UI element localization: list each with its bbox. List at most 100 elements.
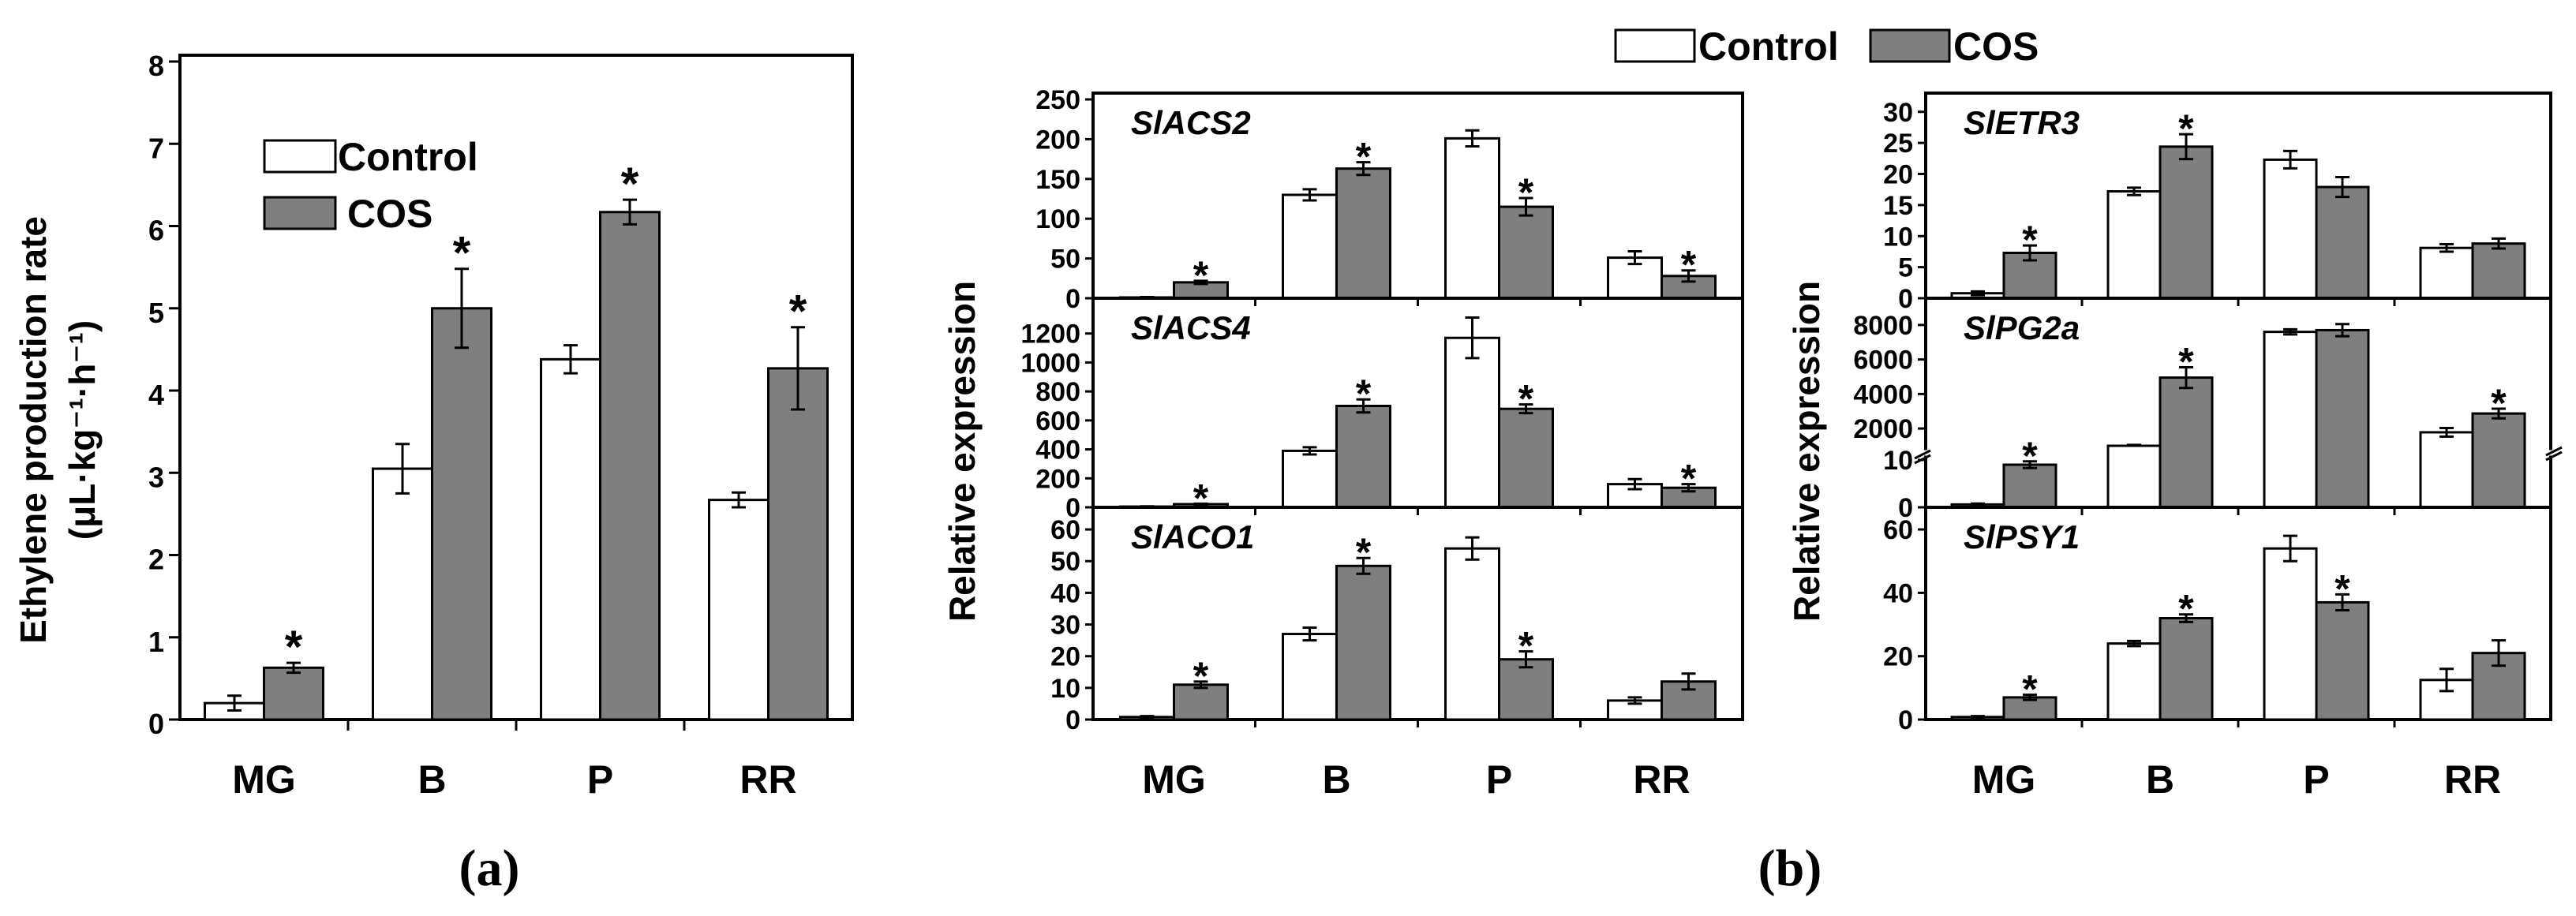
bar-pg2a-control-rr — [2419, 431, 2474, 509]
y-tick-label-aco1: 20 — [1050, 642, 1080, 672]
bar-aco1-control-b — [1282, 633, 1338, 721]
x-category-label-psy1: MG — [1972, 757, 2036, 802]
y-tick-label-acs2: 50 — [1050, 245, 1080, 275]
significance-marker-psy1: * — [2334, 566, 2350, 611]
panel-a-ethylene-production: 0 1 2 3 4 5 6 7 8 * MG * B * P * RR Control COS — [148, 50, 854, 802]
bar-psy1-control-p — [2263, 547, 2318, 721]
bar-a-control-b — [372, 467, 433, 721]
bar-acs4-control-p — [1444, 336, 1500, 509]
significance-marker-psy1: * — [2022, 667, 2038, 712]
bar-acs2-cos-b — [1335, 167, 1391, 300]
bar-acs4-control-rr — [1607, 483, 1663, 509]
significance-marker-a: * — [621, 159, 639, 210]
legend-label-cos: COS — [347, 192, 432, 236]
y-tick-label-a: 8 — [148, 50, 164, 82]
y-tick-label-psy1: 40 — [1883, 578, 1913, 608]
significance-marker-pg2a: * — [2178, 339, 2194, 383]
legend-label-control: Control — [338, 135, 478, 179]
x-category-label-aco1: RR — [1633, 757, 1690, 802]
panel-a-label: (a) — [459, 839, 520, 897]
x-category-label-a: MG — [232, 757, 296, 802]
y-tick-label-acs4: 600 — [1035, 406, 1080, 436]
bar-pg2a-control-b — [2106, 444, 2162, 509]
bar-acs2-cos-p — [1498, 205, 1554, 300]
axis-break-mark-right — [2545, 446, 2563, 457]
bar-aco1-cos-b — [1335, 564, 1391, 721]
legend-swatch-control — [1614, 28, 1696, 63]
x-category-label-psy1: P — [2303, 757, 2329, 802]
significance-marker-a: * — [285, 622, 303, 673]
bar-psy1-cos-p — [2315, 600, 2370, 721]
bar-etr3-control-rr — [2419, 246, 2474, 300]
y-tick-label-pg2a: 4000 — [1853, 379, 1913, 409]
y-tick-label-acs4: 1200 — [1020, 320, 1080, 350]
y-tick-label-acs2: 150 — [1035, 165, 1080, 195]
y-tick-label-a: 1 — [148, 626, 164, 658]
chart-acs2: 0 50 100 150 200 250 * * * * SlACS2 — [1035, 85, 1744, 314]
legend-label-control: Control — [1698, 24, 1839, 69]
significance-marker-pg2a: * — [2491, 381, 2507, 425]
y-tick-label-pg2a: 8000 — [1853, 311, 1913, 341]
y-tick-label-a: 3 — [148, 461, 164, 493]
y-tick-label-acs4: 800 — [1035, 377, 1080, 407]
x-category-label-aco1: MG — [1142, 757, 1206, 802]
significance-marker-acs4: * — [1681, 457, 1697, 501]
chart-a: 0 1 2 3 4 5 6 7 8 * MG * B * P * RR Control COS — [148, 50, 854, 802]
legend-swatch-cos — [1869, 28, 1951, 63]
significance-marker-psy1: * — [2178, 587, 2194, 631]
y-tick-label-etr3: 25 — [1883, 129, 1913, 159]
y-tick-label-pg2a: 10 — [1883, 446, 1913, 476]
panel-b-ylabel-left: Relative expression — [942, 281, 983, 622]
bar-a-control-rr — [708, 499, 769, 721]
legend-swatch-cos — [263, 196, 337, 230]
y-tick-label-etr3: 15 — [1883, 191, 1913, 221]
bar-a-cos-b — [431, 307, 492, 721]
bar-pg2a-cos-b — [2159, 376, 2214, 509]
y-tick-label-aco1: 0 — [1065, 705, 1080, 735]
y-tick-label-acs4: 200 — [1035, 464, 1080, 494]
axis-break-mark-right — [2545, 451, 2563, 462]
panel-a-legend: Control COS — [263, 135, 478, 236]
significance-marker-a: * — [453, 228, 471, 279]
bar-acs4-control-b — [1282, 449, 1338, 509]
bar-a-control-p — [540, 357, 601, 721]
panel-b-ylabel-right: Relative expression — [1786, 281, 1827, 622]
significance-marker-a: * — [789, 286, 807, 338]
axis-break-mark-left — [1914, 449, 1931, 460]
bar-a-cos-rr — [767, 367, 829, 721]
y-tick-label-etr3: 0 — [1898, 284, 1913, 314]
bar-aco1-control-p — [1444, 547, 1500, 721]
y-tick-label-pg2a: 6000 — [1853, 346, 1913, 376]
bar-pg2a-cos-rr — [2471, 412, 2526, 509]
bar-acs4-cos-p — [1498, 407, 1554, 509]
y-tick-label-a: 2 — [148, 544, 164, 576]
x-category-label-psy1: RR — [2444, 757, 2501, 802]
y-tick-label-a: 0 — [148, 708, 164, 740]
significance-marker-aco1: * — [1356, 530, 1372, 574]
y-tick-label-psy1: 60 — [1883, 515, 1913, 545]
significance-marker-acs2: * — [1193, 253, 1209, 297]
y-tick-label-acs2: 200 — [1035, 125, 1080, 155]
legend-label-cos: COS — [1953, 24, 2039, 69]
bar-psy1-cos-b — [2159, 617, 2214, 721]
bar-etr3-cos-p — [2315, 185, 2370, 300]
y-tick-label-acs2: 0 — [1065, 284, 1080, 314]
bar-acs2-control-b — [1282, 193, 1338, 300]
y-tick-label-acs4: 400 — [1035, 436, 1080, 465]
y-tick-label-aco1: 60 — [1050, 515, 1080, 545]
y-tick-label-pg2a: 0 — [1898, 493, 1913, 523]
panel-a-ylabel: Ethylene production rate — [13, 216, 54, 644]
gene-label-acs4: SlACS4 — [1131, 309, 1251, 346]
bar-pg2a-cos-p — [2315, 328, 2370, 509]
y-tick-label-aco1: 50 — [1050, 547, 1080, 577]
y-tick-label-a: 5 — [148, 297, 164, 329]
bar-etr3-cos-b — [2159, 145, 2214, 300]
panel-b-legend: Control COS — [1614, 24, 2039, 69]
chart-psy1: 0 20 40 60 * MG * B * P RR SlPSY1 — [1883, 506, 2552, 802]
y-tick-label-pg2a: 2000 — [1853, 414, 1913, 444]
y-tick-label-psy1: 0 — [1898, 705, 1913, 735]
